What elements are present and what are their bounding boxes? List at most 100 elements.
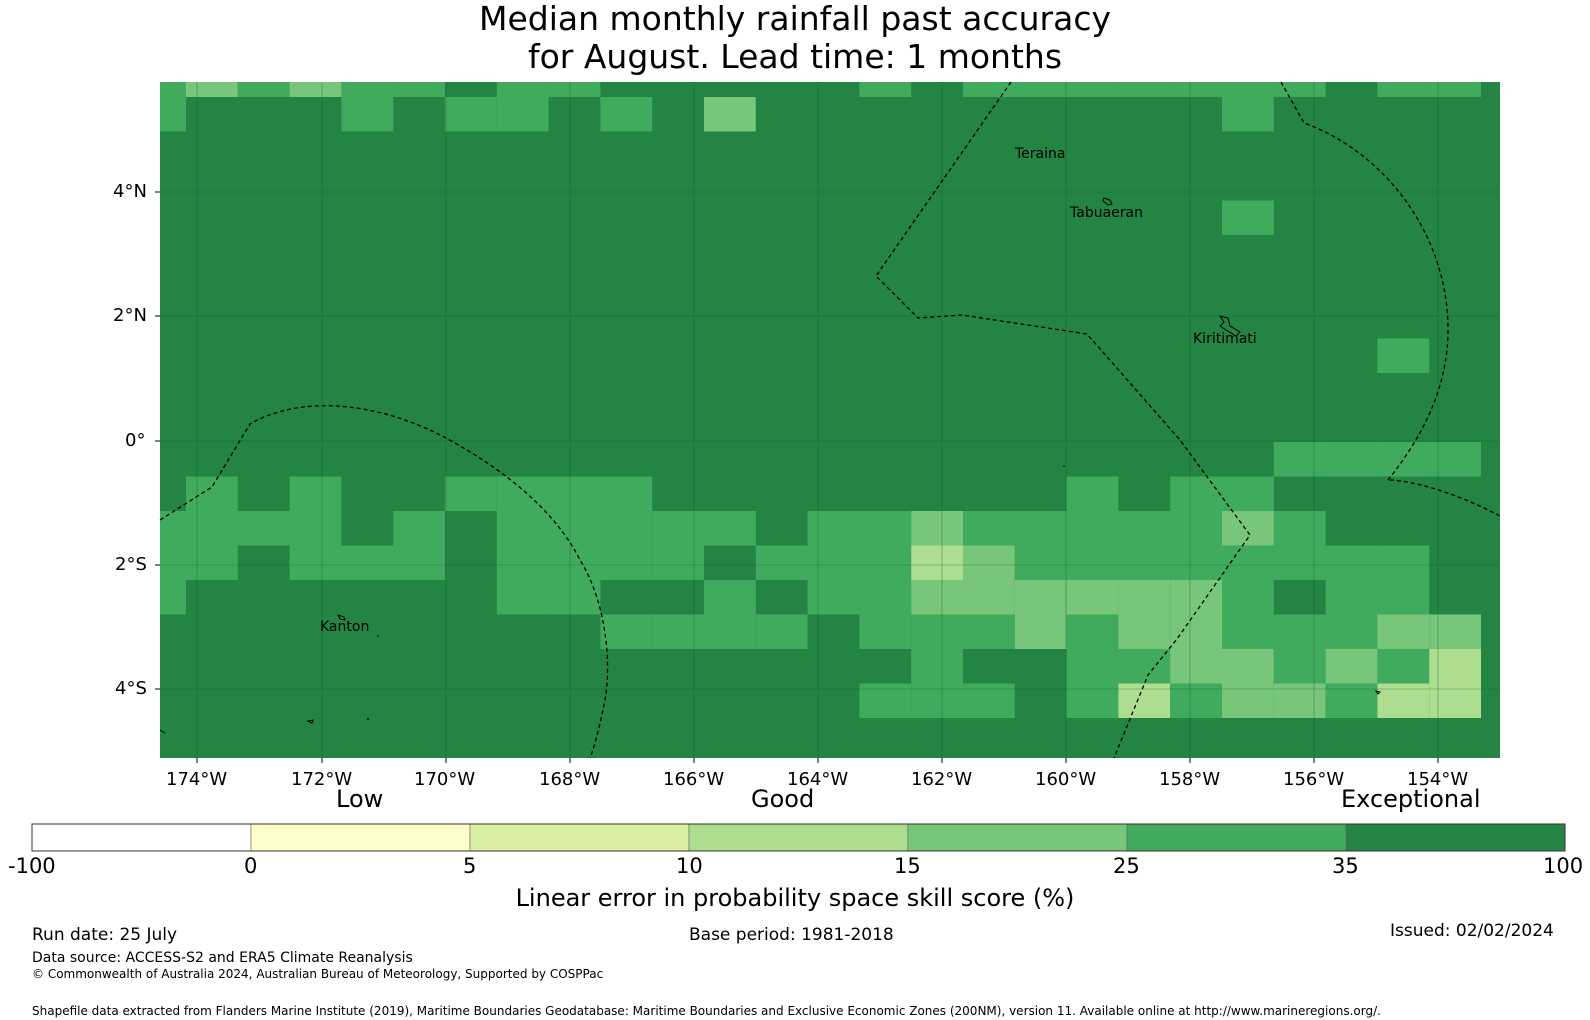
grid-cell <box>704 580 756 615</box>
grid-cell <box>1222 649 1274 684</box>
colorbar-outline <box>31 823 1566 852</box>
chart-title: Median monthly rainfall past accuracy fo… <box>0 0 1590 76</box>
eez-boundaries <box>159 81 1501 759</box>
lon-label: 162°W <box>911 769 973 790</box>
colorbar-category-low: Low <box>336 785 384 813</box>
grid-cell <box>859 511 912 546</box>
grid-cell <box>600 511 653 546</box>
grid-cell <box>1325 545 1378 580</box>
islet <box>1063 465 1065 467</box>
grid-cell <box>341 97 394 132</box>
grid-cell <box>1222 97 1274 132</box>
grid-cell <box>393 511 445 546</box>
grid-cell <box>160 545 186 580</box>
grid-cell <box>859 683 912 718</box>
grid-cell <box>341 545 394 580</box>
grid-cell <box>1325 683 1378 718</box>
tabuaeran-island <box>1102 197 1113 206</box>
colorbar-segment <box>250 823 471 852</box>
skill-grid <box>160 82 1500 758</box>
grid-cell <box>1222 683 1274 718</box>
grid-cell <box>1066 683 1119 718</box>
grid-cell <box>496 545 549 580</box>
grid-cell <box>600 476 653 511</box>
grid-cell <box>1273 545 1326 580</box>
data-source: Data source: ACCESS-S2 and ERA5 Climate … <box>32 950 413 966</box>
grid-cell <box>1429 649 1481 684</box>
kiritimati-island <box>1218 315 1241 337</box>
grid-cell <box>1273 442 1326 477</box>
grid-cell <box>1377 82 1430 97</box>
grid-cell <box>186 545 238 580</box>
grid-cell <box>704 614 756 649</box>
grid-cell <box>1325 442 1378 477</box>
grid-cell <box>859 82 912 97</box>
grid-cell <box>1325 649 1378 684</box>
grid-cell <box>600 545 653 580</box>
lon-label: 160°W <box>1035 769 1097 790</box>
grid-cell <box>160 97 186 132</box>
grid-cell <box>963 511 1015 546</box>
grid-cell <box>548 545 601 580</box>
lon-label: 170°W <box>414 769 476 790</box>
grid-cell <box>1377 683 1430 718</box>
grid-cell <box>1170 649 1222 684</box>
grid-cell <box>1170 545 1222 580</box>
grid-cell <box>1429 82 1481 97</box>
grid-cell <box>1066 614 1119 649</box>
lon-label: 154°W <box>1407 769 1469 790</box>
colorbar-category-good: Good <box>751 785 815 813</box>
grid-cell <box>1118 614 1171 649</box>
run-date: Run date: 25 July <box>32 925 178 945</box>
grid-cell <box>160 580 186 615</box>
eez-boundary <box>1389 479 1501 517</box>
grid-cell <box>1273 649 1326 684</box>
colorbar <box>31 823 1566 852</box>
lat-label: 4°S <box>115 678 147 699</box>
issued-date: Issued: 02/02/2024 <box>1390 921 1554 941</box>
graticule <box>155 82 1500 763</box>
islet <box>377 635 379 637</box>
place-label-kiritimati: Kiritimati <box>1193 331 1257 347</box>
colorbar-tick: 15 <box>894 854 921 878</box>
grid-cell <box>1066 649 1119 684</box>
place-label-teraina: Teraina <box>1015 146 1066 162</box>
grid-cell <box>1273 511 1326 546</box>
grid-cell <box>1170 580 1222 615</box>
colorbar-segment <box>1345 823 1566 852</box>
grid-cell <box>911 683 963 718</box>
grid-cell <box>393 82 445 97</box>
grid-cell <box>600 614 653 649</box>
grid-cell <box>963 580 1015 615</box>
lat-label: 2°S <box>115 554 147 575</box>
grid-cell <box>1377 545 1430 580</box>
eez-boundary <box>875 81 1251 759</box>
grid-cell <box>393 545 445 580</box>
grid-cell <box>496 580 549 615</box>
grid-cell <box>289 511 342 546</box>
grid-cell <box>859 614 912 649</box>
grid-cell <box>1222 200 1274 235</box>
grid-cell <box>496 511 549 546</box>
grid-cell <box>1377 649 1430 684</box>
lon-label: 158°W <box>1159 769 1221 790</box>
lat-label: 0° <box>125 430 146 451</box>
grid-cell <box>652 511 704 546</box>
grid-cell <box>600 97 653 132</box>
grid-cell <box>1377 580 1430 615</box>
grid-cell <box>1429 683 1481 718</box>
grid-cell <box>289 545 342 580</box>
title-line-2: for August. Lead time: 1 months <box>527 37 1063 76</box>
colorbar-segment <box>688 823 909 852</box>
grid-cell <box>289 82 342 97</box>
grid-cell <box>1066 511 1119 546</box>
grid-cell <box>186 82 238 97</box>
grid-cell <box>186 511 238 546</box>
grid-cell <box>1170 683 1222 718</box>
eez-boundary <box>159 405 609 759</box>
grid-cell <box>859 545 912 580</box>
grid-cell <box>1429 614 1481 649</box>
grid-cell <box>1377 442 1430 477</box>
lat-label: 4°N <box>113 181 147 202</box>
